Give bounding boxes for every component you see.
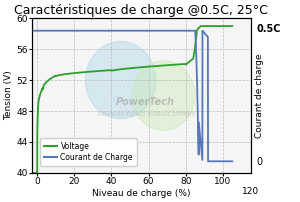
Y-axis label: Courant de charge: Courant de charge <box>255 53 264 138</box>
Text: 0: 0 <box>256 157 262 167</box>
Ellipse shape <box>132 61 195 130</box>
Title: Caractéristiques de charge @0.5C, 25°C: Caractéristiques de charge @0.5C, 25°C <box>14 4 268 17</box>
X-axis label: Niveau de charge (%): Niveau de charge (%) <box>92 189 190 198</box>
Y-axis label: Tension (V): Tension (V) <box>4 71 13 120</box>
Text: ADVANCED ENERGY STORAGE SYSTEMS: ADVANCED ENERGY STORAGE SYSTEMS <box>97 112 194 117</box>
Legend: Voltage, Courant de Charge: Voltage, Courant de Charge <box>40 138 137 166</box>
Text: PowerTech: PowerTech <box>116 97 175 107</box>
Text: 120: 120 <box>242 187 259 196</box>
Ellipse shape <box>85 42 156 119</box>
Text: 0.5C: 0.5C <box>256 24 281 34</box>
